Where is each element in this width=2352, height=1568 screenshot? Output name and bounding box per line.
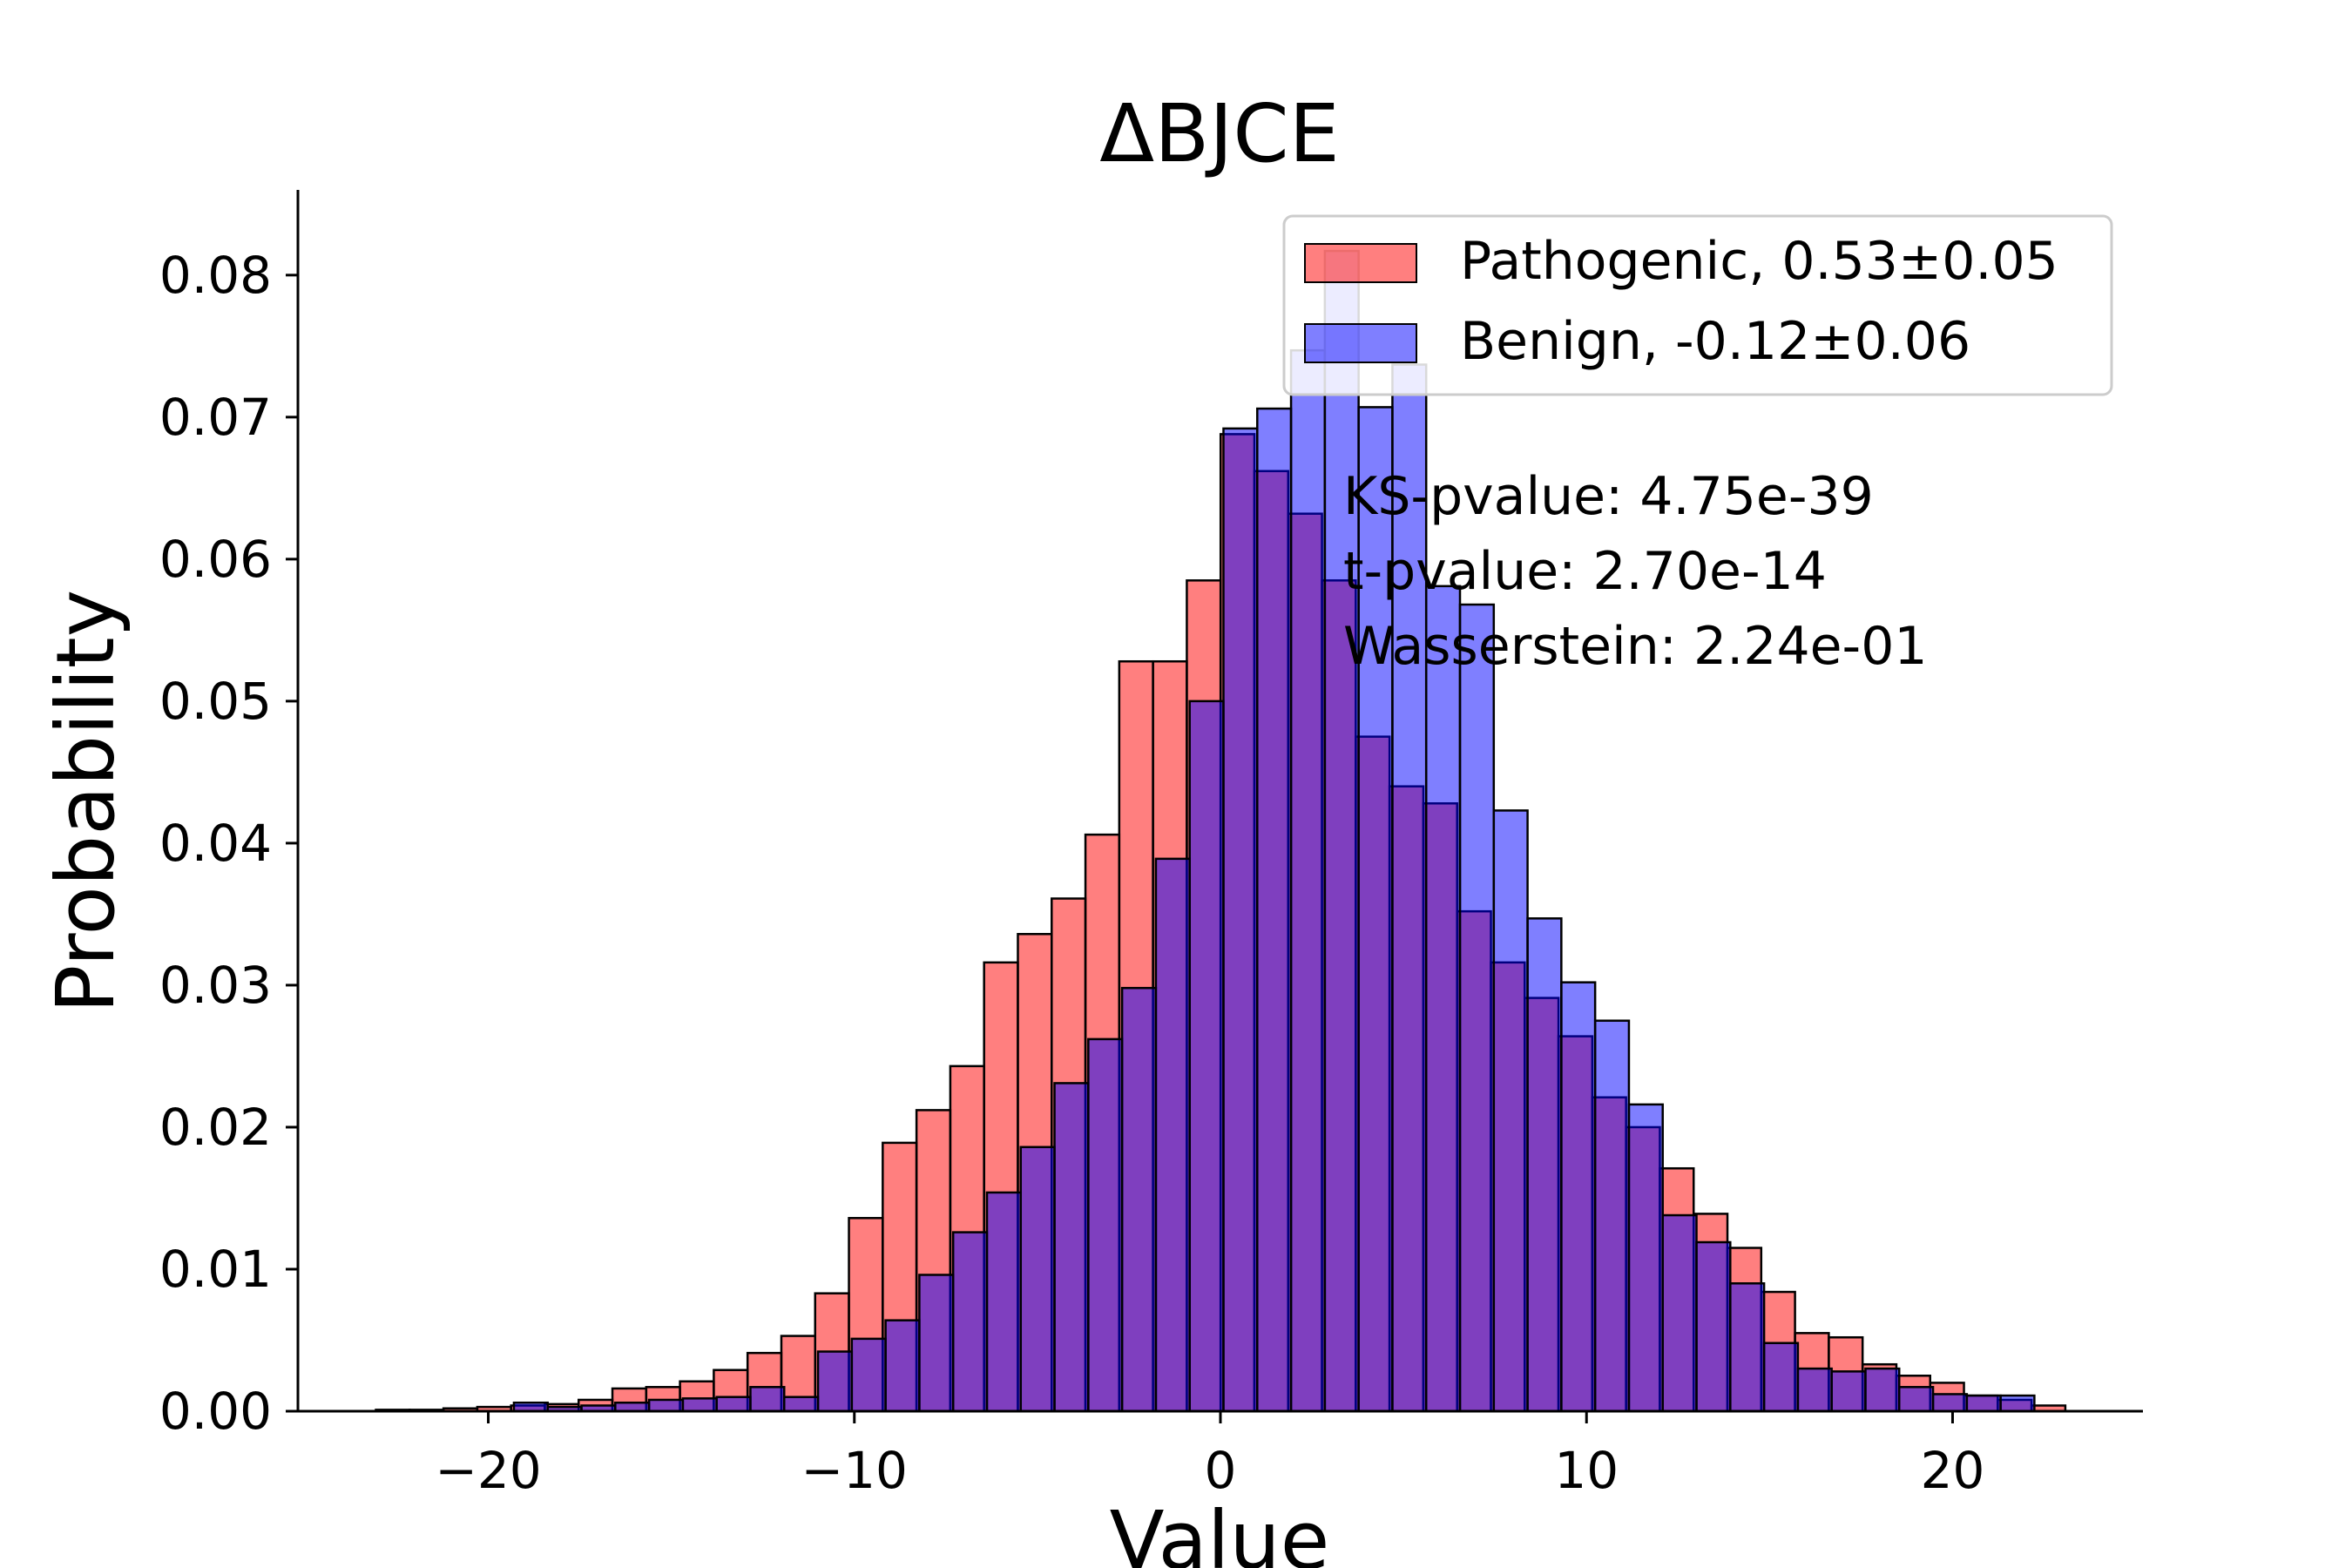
benign-bar [1729, 1282, 1766, 1413]
y-tick-label: 0.08 [159, 246, 272, 305]
benign-bar [1256, 407, 1293, 1413]
benign-bar [749, 1386, 786, 1413]
benign-bar [1053, 1082, 1090, 1413]
benign-bar [1627, 1103, 1664, 1413]
benign-bar [1830, 1370, 1867, 1413]
stats-annotation-line: Wasserstein: 2.24e-01 [1343, 616, 1928, 677]
benign-bar [1999, 1394, 2036, 1413]
chart-title: ΔBJCE [1099, 87, 1340, 180]
benign-bar [782, 1396, 820, 1413]
benign-bar [918, 1274, 955, 1413]
benign-bar [951, 1231, 989, 1413]
benign-bar [715, 1396, 752, 1413]
benign-bar [1526, 917, 1563, 1413]
y-tick-label: 0.02 [159, 1098, 272, 1157]
benign-bar [816, 1350, 854, 1413]
benign-bar [850, 1337, 887, 1413]
legend-swatch-pathogenic [1304, 243, 1417, 283]
benign-bar [1661, 1213, 1698, 1413]
stats-annotation-line: KS-pvalue: 4.75e-39 [1343, 466, 1874, 527]
benign-bar [1188, 700, 1225, 1413]
legend-frame [1282, 214, 2113, 396]
y-tick-label: 0.06 [159, 530, 272, 589]
benign-bar [1695, 1240, 1732, 1413]
legend-label-benign: Benign, -0.12±0.06 [1460, 311, 1970, 372]
legend-swatch-benign [1304, 323, 1417, 363]
benign-bar [1560, 981, 1597, 1413]
y-tick-label: 0.04 [159, 814, 272, 873]
benign-bar [1424, 585, 1462, 1413]
benign-bar [1120, 986, 1158, 1413]
x-tick-label: 0 [1205, 1441, 1237, 1500]
x-axis-ticks: −20 −10 0 10 20 [435, 1411, 1984, 1500]
x-tick-label: 20 [1921, 1441, 1985, 1500]
stats-annotation-line: t-pvalue: 2.70e-14 [1343, 541, 1827, 602]
benign-bar [647, 1398, 685, 1413]
benign-bar [1087, 1037, 1124, 1413]
legend-label-pathogenic: Pathogenic, 0.53±0.05 [1460, 231, 2058, 292]
y-tick-label: 0.03 [159, 956, 272, 1015]
benign-bar [884, 1319, 921, 1413]
benign-bar [1864, 1367, 1901, 1413]
benign-bar [1222, 427, 1259, 1413]
stats-annotations: KS-pvalue: 4.75e-39 t-pvalue: 2.70e-14 Was… [1343, 466, 1928, 677]
x-tick-label: −10 [801, 1441, 908, 1500]
x-axis-label: Value [1110, 1494, 1330, 1568]
benign-bar [1931, 1393, 1969, 1413]
benign-bars [512, 249, 2036, 1413]
x-tick-label: −20 [435, 1441, 541, 1500]
benign-bar [1593, 1019, 1631, 1413]
y-tick-label: 0.01 [159, 1240, 272, 1299]
y-tick-label: 0.05 [159, 672, 272, 731]
benign-bar [1323, 249, 1360, 1413]
legend: Pathogenic, 0.53±0.05 Benign, -0.12±0.06 [1282, 214, 2113, 396]
benign-bar [681, 1397, 718, 1413]
benign-bar [985, 1191, 1023, 1413]
y-tick-label: 0.07 [159, 388, 272, 447]
benign-bar [1019, 1146, 1056, 1413]
benign-bar [1492, 809, 1529, 1413]
benign-bar [1391, 363, 1428, 1413]
benign-bar [1458, 603, 1496, 1413]
benign-bar [1154, 857, 1191, 1413]
y-axis-ticks: 0.00 0.01 0.02 0.03 0.04 0.05 0.06 0.07 0.08 [159, 246, 298, 1441]
x-tick-label: 10 [1554, 1441, 1619, 1500]
y-tick-label: 0.00 [159, 1382, 272, 1441]
benign-bar [1762, 1342, 1800, 1413]
benign-bar [1796, 1367, 1833, 1413]
benign-bar [1897, 1386, 1935, 1413]
benign-bar [1289, 348, 1327, 1413]
benign-bar [1965, 1394, 2002, 1413]
y-axis-label: Probability [39, 590, 132, 1013]
